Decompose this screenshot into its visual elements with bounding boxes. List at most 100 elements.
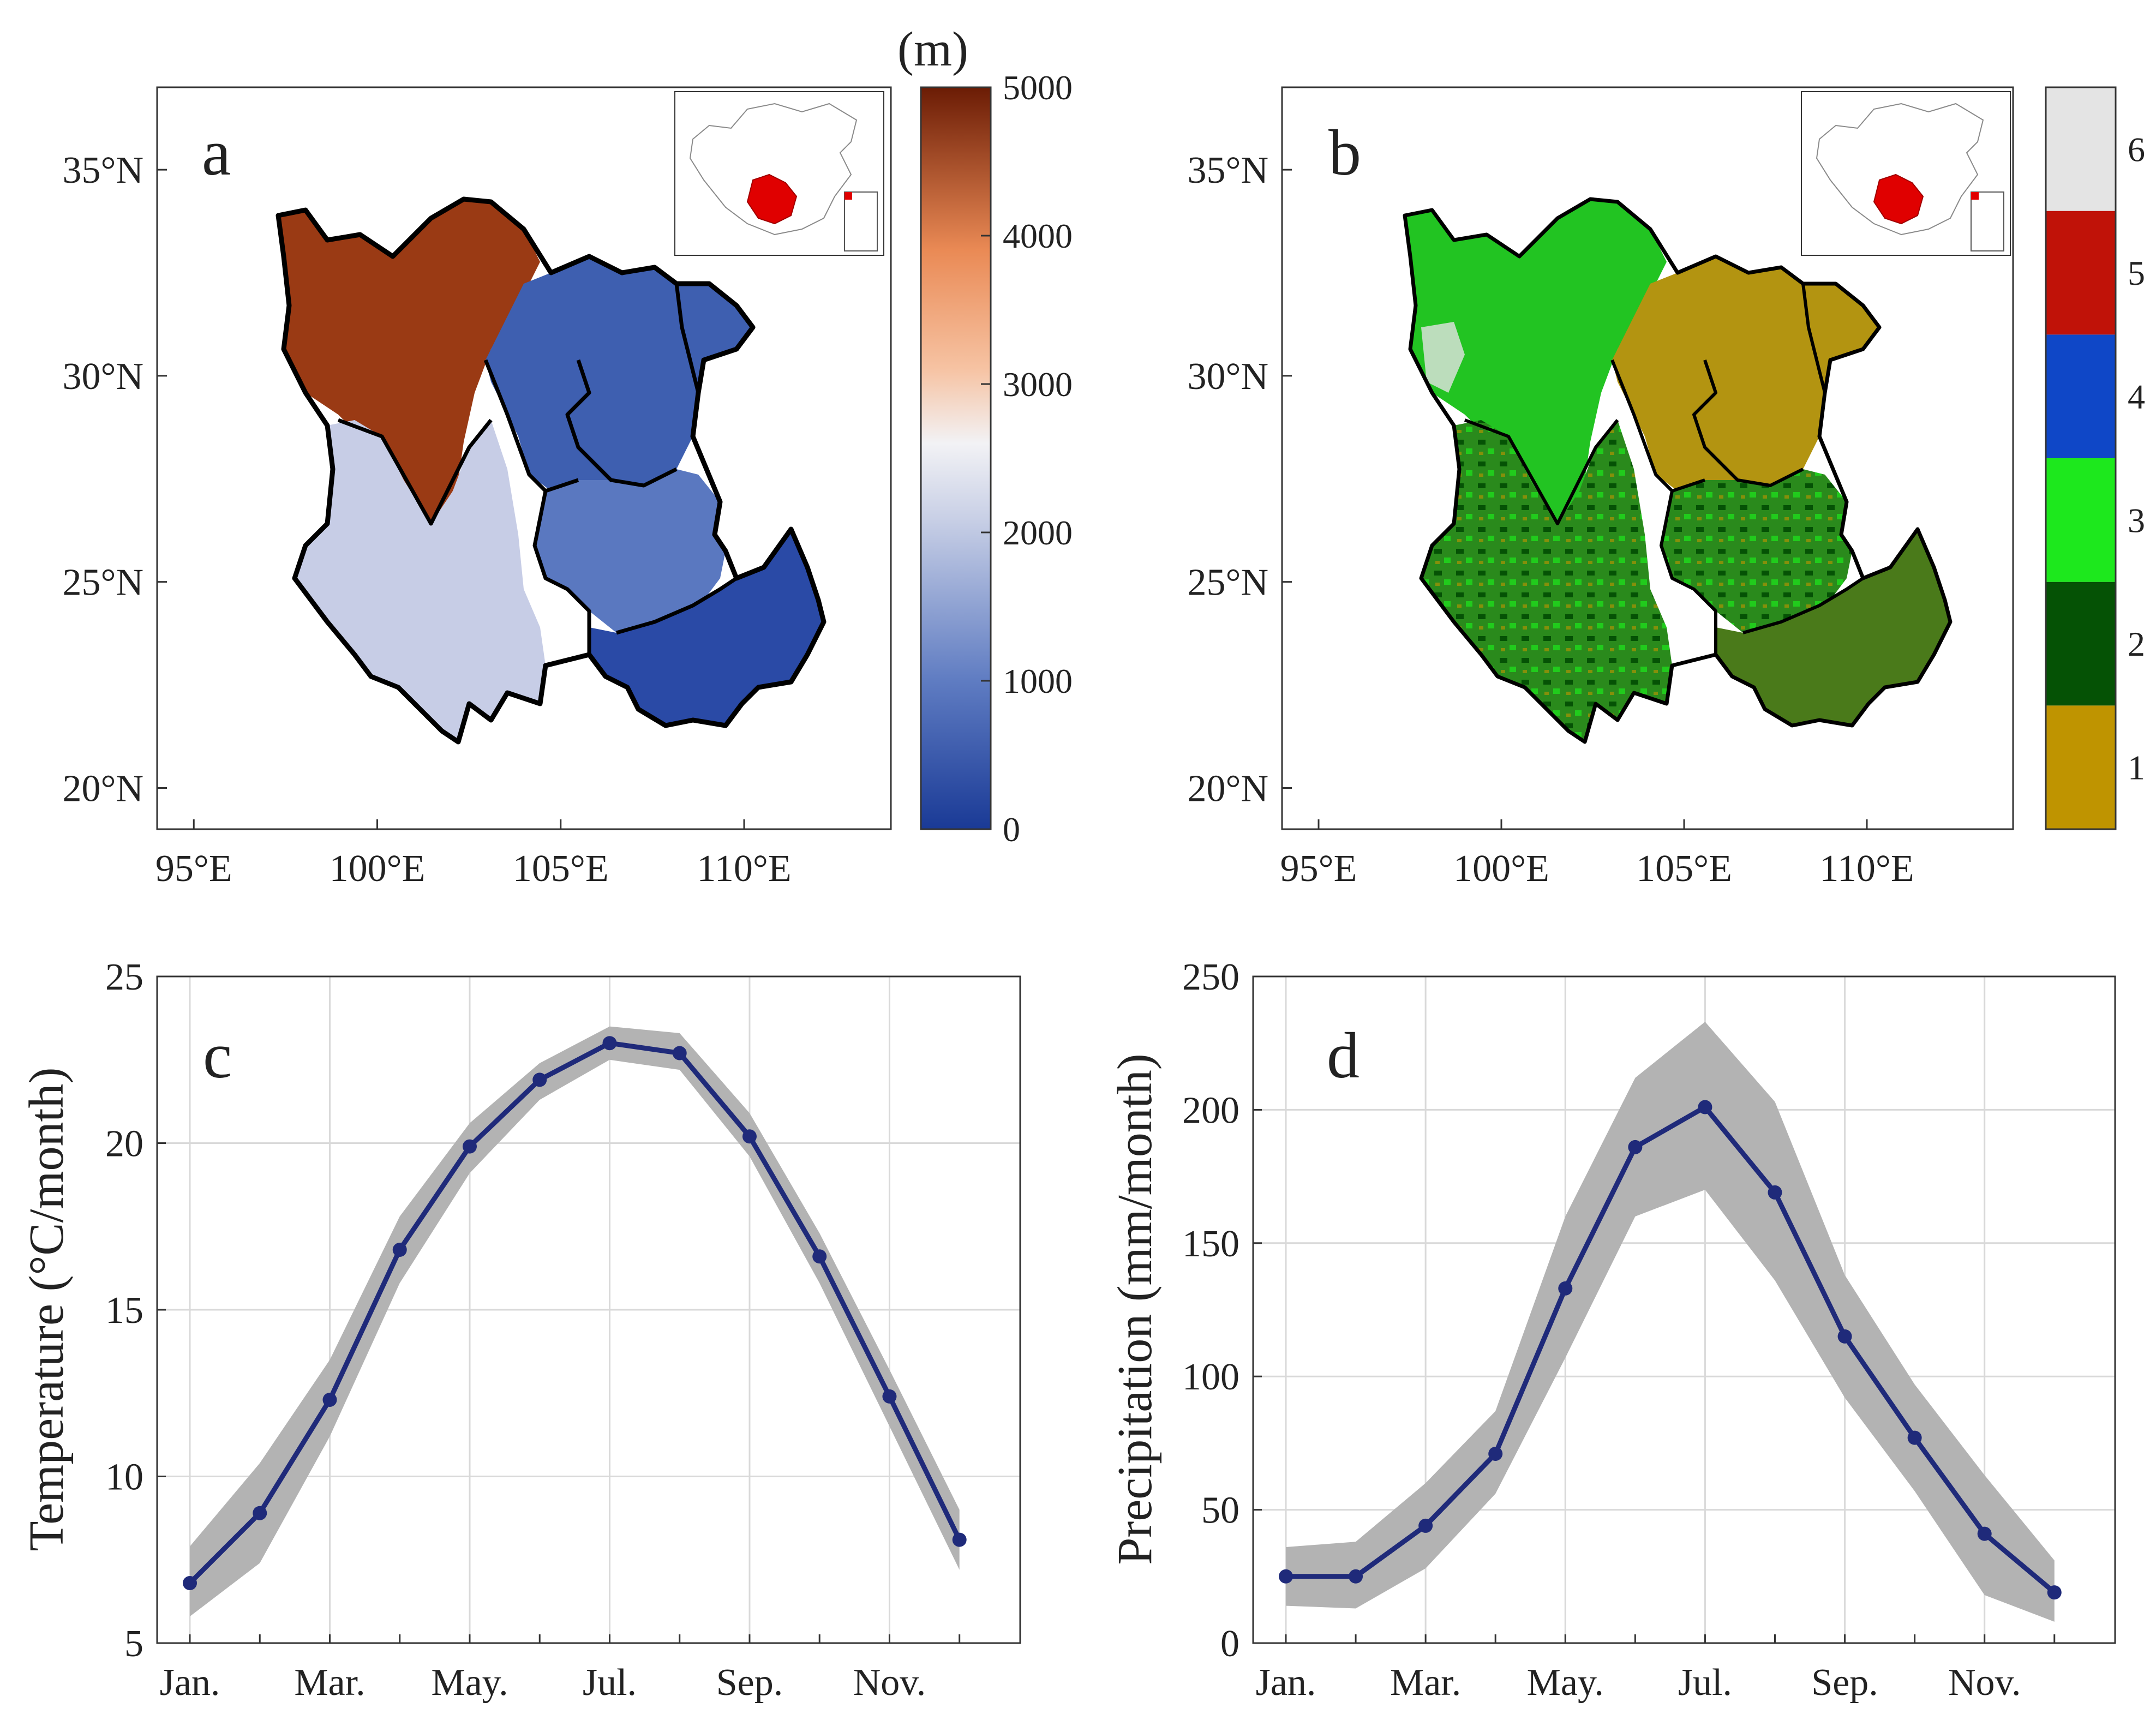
chart-c-x-tick-label: May. (431, 1662, 508, 1704)
colorbar-a-unit: (m) (897, 22, 968, 76)
chart-d-x-tick-label: Nov. (1948, 1662, 2021, 1704)
region-west-highland (278, 199, 540, 535)
inset-frame-b (1801, 91, 2011, 256)
map-b-y-tick-label: 25°N (1187, 562, 1268, 604)
colorbar-b-class-label: 6 (2128, 130, 2145, 169)
map-a-y-tick-label: 20°N (62, 768, 143, 810)
region-northeast-basin-b (1612, 256, 1879, 491)
map-a-axes: 95°E 100°E 105°E 110°E 35°N 30°N 25°N 20°N (62, 149, 791, 890)
region-southeast (589, 529, 824, 726)
chart-c-x-tick-label: Jan. (160, 1662, 220, 1704)
inset-frame (674, 91, 884, 256)
panel-a-letter: a (202, 116, 231, 189)
chart-d-y-tick-label: 250 (1182, 956, 1239, 998)
chart-d-x-tick-label: Mar. (1390, 1662, 1461, 1704)
chart-d-data-point (1977, 1526, 1992, 1541)
chart-c-letter: c (203, 1019, 232, 1092)
chart-c-data-point (322, 1392, 337, 1407)
chart-d-y-tick-label: 0 (1220, 1623, 1239, 1665)
chart-c-x-tick-label: Sep. (716, 1662, 783, 1704)
chart-d-data-point (1558, 1281, 1573, 1296)
colorbar-b-class-swatch (2046, 705, 2116, 829)
chart-c-x-tick-label: Jul. (583, 1662, 637, 1704)
map-b-y-tick-label: 20°N (1187, 768, 1268, 810)
panel-b-landcover-map: b 1 2 3 4 5 6 95°E 100°E 105°E 110°E 35°N 30°N 25°N… (1187, 86, 2145, 890)
map-b-regions (1403, 197, 1953, 744)
colorbar-b-class-swatch (2046, 582, 2116, 706)
chart-c-series-line (188, 1040, 962, 1585)
chart-c-uncertainty-band (190, 1026, 960, 1617)
colorbar-a-tick-label: 1000 (1003, 662, 1073, 700)
region-southeast-b (1716, 529, 1950, 726)
map-b-x-tick-label: 100°E (1453, 848, 1549, 890)
region-west-highland-b (1405, 199, 1667, 535)
chart-d-y-tick-label: 150 (1182, 1223, 1239, 1265)
chart-d-data-point (1768, 1185, 1782, 1200)
colorbar-b: 1 2 3 4 5 6 (2045, 86, 2145, 830)
province-boundary-inner (337, 283, 738, 655)
chart-d-ylabel: Precipitation (mm/month) (1108, 1053, 1162, 1565)
chart-d-x-ticks: Jan. Mar. May. Jul. Sep. Nov. (1256, 1634, 2056, 1704)
chart-d-data-point (1837, 1329, 1852, 1344)
chart-c-x-tick-label: Nov. (853, 1662, 926, 1704)
inset-highlight-region-b (1873, 173, 1924, 225)
panel-a-elevation-map: a (m) 5000 4000 3000 2000 1000 0 95°E 100°E 105… (62, 22, 1073, 890)
chart-d-data-point (1349, 1569, 1363, 1584)
region-west-mid-b (1421, 420, 1672, 742)
chart-c-data-point (532, 1072, 547, 1087)
chart-d-y-tick-label: 100 (1182, 1356, 1239, 1398)
inset-sub-highlight (845, 192, 852, 200)
map-a-y-tick-label: 35°N (62, 149, 143, 191)
colorbar-a-tick-label: 5000 (1003, 68, 1073, 107)
inset-country-outline (689, 103, 858, 236)
inset-sub-frame (844, 191, 878, 251)
map-a-regions (276, 196, 827, 745)
map-b-y-tick-label: 30°N (1187, 356, 1268, 398)
map-b-x-tick-label: 105°E (1636, 848, 1732, 890)
chart-d-data-point (1698, 1100, 1712, 1114)
map-a-y-tick-label: 30°N (62, 356, 143, 398)
inset-sub-highlight-b (1971, 192, 1979, 200)
map-a-x-tick-label: 105°E (513, 848, 609, 890)
colorbar-b-class-label: 4 (2128, 377, 2145, 416)
colorbar-a-tick-label: 3000 (1003, 365, 1073, 404)
map-b-x-tick-label: 95°E (1280, 848, 1357, 890)
chart-d-y-tick-label: 50 (1201, 1490, 1239, 1532)
chart-d-y-tick-label: 200 (1182, 1089, 1239, 1131)
snow-patch (1421, 322, 1465, 393)
chart-d-series-line (1286, 1105, 2056, 1595)
chart-c-data-point (952, 1532, 967, 1547)
province-boundary-inner-b (1464, 283, 1864, 655)
chart-c-data-point (253, 1506, 267, 1520)
colorbar-a-gradient (920, 86, 992, 830)
colorbar-b-class-label: 5 (2128, 254, 2145, 292)
chart-d-letter: d (1327, 1019, 1360, 1092)
panel-c-temperature-chart: 5 10 15 20 25 Jan. Mar. May. Jul. Sep. Nov. c Tem… (20, 956, 1021, 1704)
chart-c-y-tick-label: 10 (105, 1457, 143, 1499)
map-a-x-tick-label: 110°E (697, 848, 791, 890)
chart-d-x-tick-label: Jul. (1678, 1662, 1732, 1704)
map-a-x-tick-label: 100°E (330, 848, 426, 890)
chart-d-x-tick-label: Sep. (1811, 1662, 1878, 1704)
chart-d-x-tick-label: May. (1527, 1662, 1604, 1704)
chart-c-y-tick-label: 15 (105, 1290, 143, 1332)
colorbar-b-class-swatch (2046, 334, 2116, 458)
colorbar-a: (m) 5000 4000 3000 2000 1000 0 (897, 22, 1073, 849)
map-a-inset (674, 91, 884, 256)
colorbar-b-frame (2045, 86, 2117, 830)
colorbar-a-ticks: 5000 4000 3000 2000 1000 0 (981, 68, 1073, 849)
chart-c-y-ticks: 5 10 15 20 25 (105, 956, 166, 1665)
map-b-y-tick-label: 35°N (1187, 149, 1268, 191)
map-b-inset (1801, 91, 2011, 256)
chart-d-data-point (1907, 1430, 1922, 1445)
region-west-mid (295, 420, 546, 742)
panel-b-letter: b (1328, 116, 1361, 189)
inset-country-outline-b (1816, 103, 1984, 236)
region-central-plateau-b (1661, 469, 1852, 633)
colorbar-b-class-label: 3 (2128, 501, 2145, 540)
chart-d-x-tick-label: Jan. (1256, 1662, 1316, 1704)
inset-sub-frame-b (1971, 191, 2004, 251)
map-a-x-tick-label: 95°E (155, 848, 232, 890)
chart-d-uncertainty-band (1286, 1022, 2055, 1622)
chart-d-points (1279, 1100, 2062, 1600)
